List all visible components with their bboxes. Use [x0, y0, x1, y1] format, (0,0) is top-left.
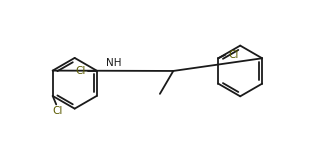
- Text: Cl: Cl: [53, 106, 63, 116]
- Text: Cl: Cl: [228, 50, 239, 60]
- Text: Cl: Cl: [75, 66, 85, 76]
- Text: NH: NH: [106, 58, 121, 68]
